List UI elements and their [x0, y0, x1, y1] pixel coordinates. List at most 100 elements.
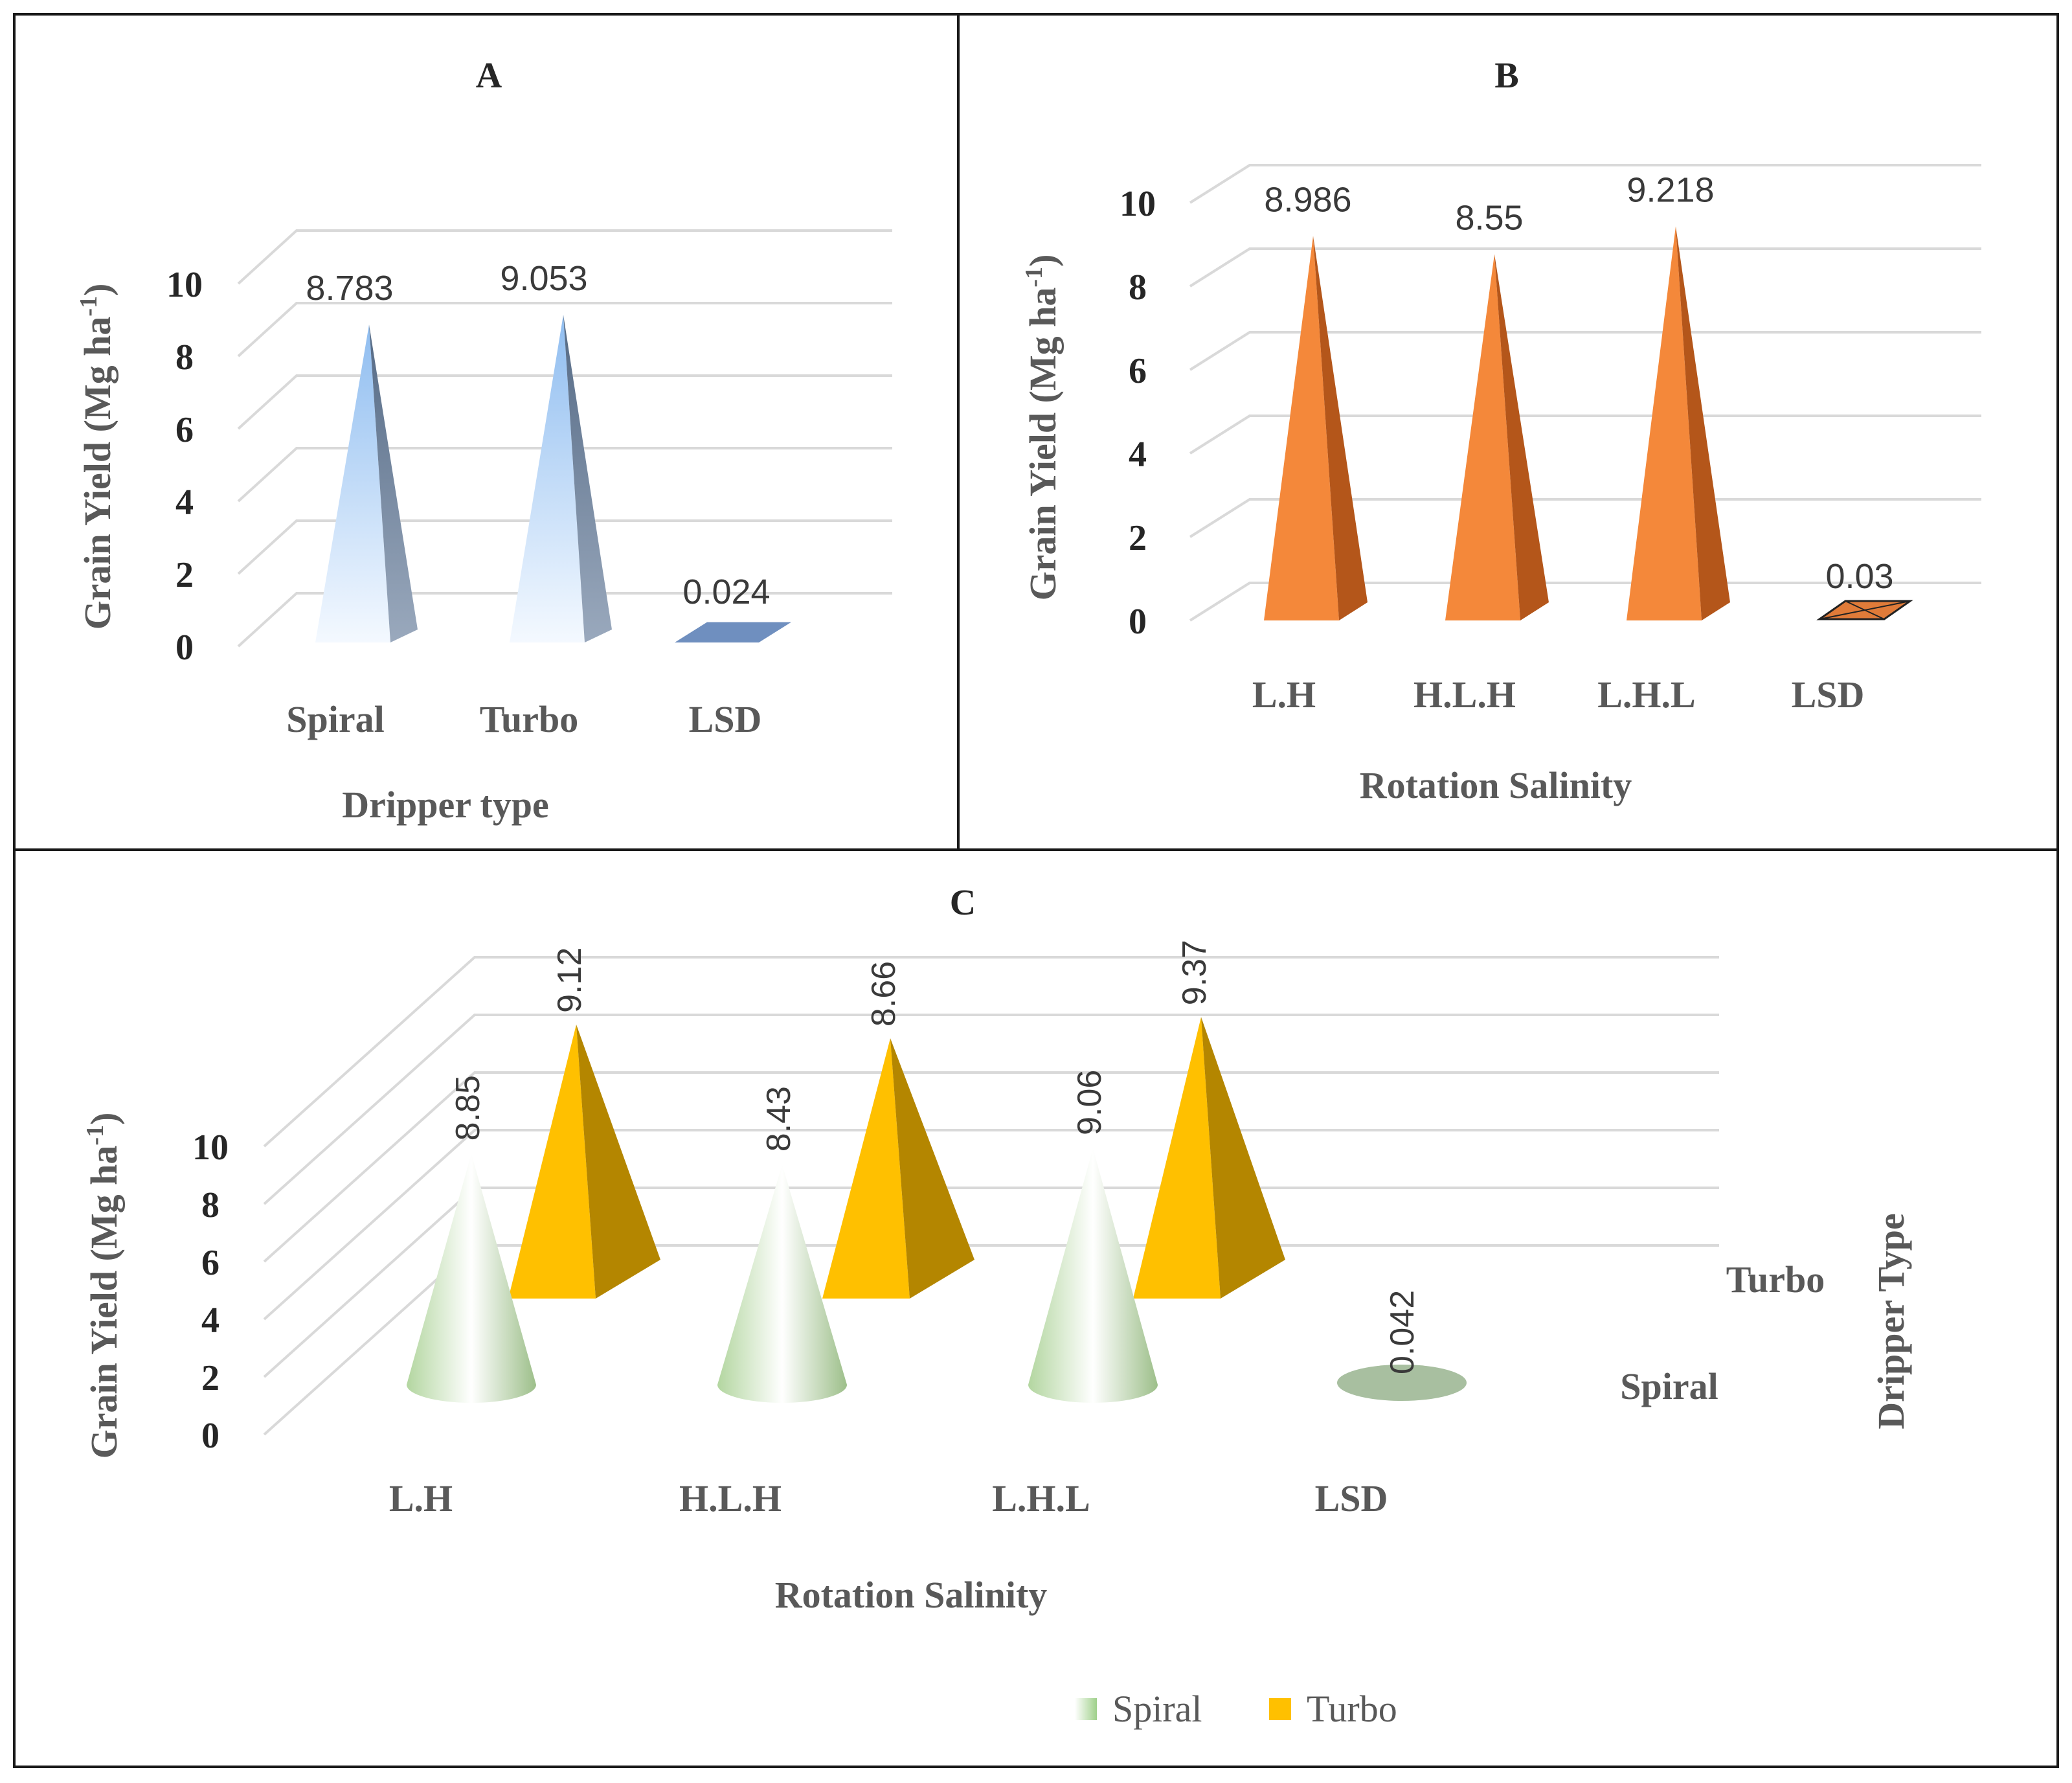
- panel-c-data-labels: 9.12 8.66 9.37 8.85 8.43 9.06 0.042: [449, 940, 1421, 1374]
- legend-swatch-turbo: [1269, 1698, 1291, 1720]
- legend-label-spiral: Spiral: [1112, 1688, 1202, 1730]
- data-label: 8.55: [1455, 199, 1523, 238]
- category-label: LSD: [1315, 1477, 1388, 1519]
- y-tick-label: 2: [175, 555, 194, 595]
- y-tick-label: 0: [201, 1416, 220, 1456]
- turbo-pyramid: [822, 1038, 910, 1299]
- panel-a-bars: [315, 315, 791, 642]
- category-label: L.H.L: [1597, 674, 1696, 716]
- data-label: 8.85: [449, 1075, 487, 1141]
- y-tick-label: 6: [201, 1243, 220, 1283]
- panel-b-data-labels: 8.986 8.55 9.218 0.03: [1264, 170, 1893, 596]
- category-label: H.L.H: [1413, 674, 1516, 716]
- panel-c-title: C: [950, 883, 976, 923]
- bar-hlh: [1445, 254, 1520, 620]
- legend-label-turbo: Turbo: [1307, 1688, 1397, 1730]
- data-label: 9.053: [500, 259, 587, 298]
- gridline: [237, 447, 892, 503]
- bar-lsd-edge: [1845, 600, 1885, 620]
- category-label: L.H: [389, 1477, 453, 1519]
- spiral-cone: [407, 1153, 536, 1403]
- panel-b-title: B: [1494, 56, 1518, 96]
- bar-side: [1676, 226, 1730, 621]
- y-tick-label: 8: [201, 1185, 220, 1225]
- bar-side: [1313, 236, 1368, 620]
- data-label: 8.66: [865, 961, 903, 1027]
- spiral-cone: [1028, 1148, 1158, 1403]
- gridline: [1189, 247, 1981, 288]
- panel-a-title: A: [476, 56, 502, 96]
- data-label: 0.03: [1825, 557, 1893, 596]
- spiral-cone: [717, 1164, 847, 1403]
- panel-frames: [13, 13, 2059, 1768]
- panel-b-gridlines: [1189, 164, 1981, 622]
- gridline: [237, 374, 892, 430]
- panel-c-y-ticks: 0 2 4 6 8 10: [192, 1128, 229, 1456]
- turbo-pyramid: [1133, 1017, 1221, 1299]
- turbo-pyramid-side: [1201, 1017, 1285, 1299]
- y-tick-label: 8: [1129, 267, 1147, 308]
- gridline: [237, 592, 892, 648]
- turbo-pyramid-side: [576, 1024, 660, 1299]
- panel-b: B 0 2 4 6 8 10 Grain Yield (Mg ha-1) 8.986 8.5…: [1020, 56, 1981, 806]
- bar-side: [369, 324, 418, 642]
- category-label: Spiral: [286, 698, 385, 740]
- data-label: 9.12: [551, 948, 589, 1013]
- panel-a-gridlines: [237, 229, 892, 648]
- y-tick-label: 4: [201, 1300, 220, 1341]
- panel-c-category-labels: L.H H.L.H L.H.L LSD: [389, 1477, 1388, 1519]
- gridline: [237, 519, 892, 575]
- panel-b-y-ticks: 0 2 4 6 8 10: [1120, 184, 1156, 642]
- y-tick-label: 6: [1129, 351, 1147, 391]
- panel-a-data-labels: 8.783 9.053 0.024: [306, 259, 770, 611]
- data-label: 8.43: [760, 1086, 798, 1152]
- category-label: Turbo: [480, 698, 579, 740]
- bar-spiral: [315, 324, 390, 642]
- gridline: [1189, 331, 1981, 371]
- panel-c-z-axis-title: Dripper Type: [1870, 1213, 1912, 1429]
- panel-c: C 0 2 4 6 8 10 Grain Yield (Mg ha-1) 9.12 8.66…: [82, 883, 1912, 1730]
- gridline: [263, 1071, 1719, 1263]
- bar-lhl: [1627, 226, 1702, 621]
- bar-side: [1494, 254, 1549, 620]
- gridline: [1189, 582, 1981, 622]
- panel-c-spiral-series: [407, 1148, 1467, 1403]
- gridline: [263, 1014, 1719, 1205]
- data-label: 9.06: [1071, 1070, 1109, 1135]
- gridline: [263, 1129, 1719, 1321]
- y-tick-label: 8: [175, 337, 194, 378]
- panel-a-y-axis-title: Grain Yield (Mg ha-1): [75, 284, 118, 630]
- y-tick-label: 2: [1129, 518, 1147, 558]
- bar-turbo: [510, 315, 585, 642]
- panel-c-depth-label-turbo: Turbo: [1726, 1258, 1825, 1300]
- panel-c-y-axis-title: Grain Yield (Mg ha-1): [82, 1113, 125, 1459]
- category-label: H.L.H: [679, 1477, 782, 1519]
- gridline: [237, 302, 892, 358]
- turbo-pyramid: [508, 1024, 596, 1299]
- y-tick-label: 0: [175, 628, 194, 668]
- data-label: 8.986: [1264, 180, 1351, 219]
- panel-c-legend: Spiral Turbo: [1075, 1688, 1397, 1730]
- legend-swatch-spiral: [1075, 1698, 1097, 1720]
- y-tick-label: 10: [192, 1128, 229, 1168]
- panel-a-category-labels: Spiral Turbo LSD: [286, 698, 761, 740]
- bar-lh: [1264, 236, 1339, 620]
- data-label: 9.218: [1627, 170, 1714, 209]
- category-label: LSD: [689, 698, 762, 740]
- panel-a: A 0 2 4 6 8 10 Grain Yield (Mg ha-1) 8.783 9.0…: [75, 56, 892, 826]
- y-tick-label: 4: [175, 483, 194, 523]
- turbo-pyramid-side: [890, 1038, 974, 1299]
- gridline: [263, 956, 1719, 1148]
- y-tick-label: 4: [1129, 435, 1147, 475]
- data-label: 9.37: [1176, 940, 1213, 1005]
- category-label: L.H.L: [992, 1477, 1090, 1519]
- y-tick-label: 2: [201, 1358, 220, 1398]
- gridline: [1189, 164, 1981, 204]
- gridline: [1189, 498, 1981, 538]
- panel-b-category-labels: L.H H.L.H L.H.L LSD: [1252, 674, 1865, 716]
- panel-b-bars: [1264, 226, 1913, 621]
- y-tick-label: 10: [166, 265, 203, 305]
- y-tick-label: 0: [1129, 602, 1147, 642]
- data-label: 0.024: [682, 573, 770, 611]
